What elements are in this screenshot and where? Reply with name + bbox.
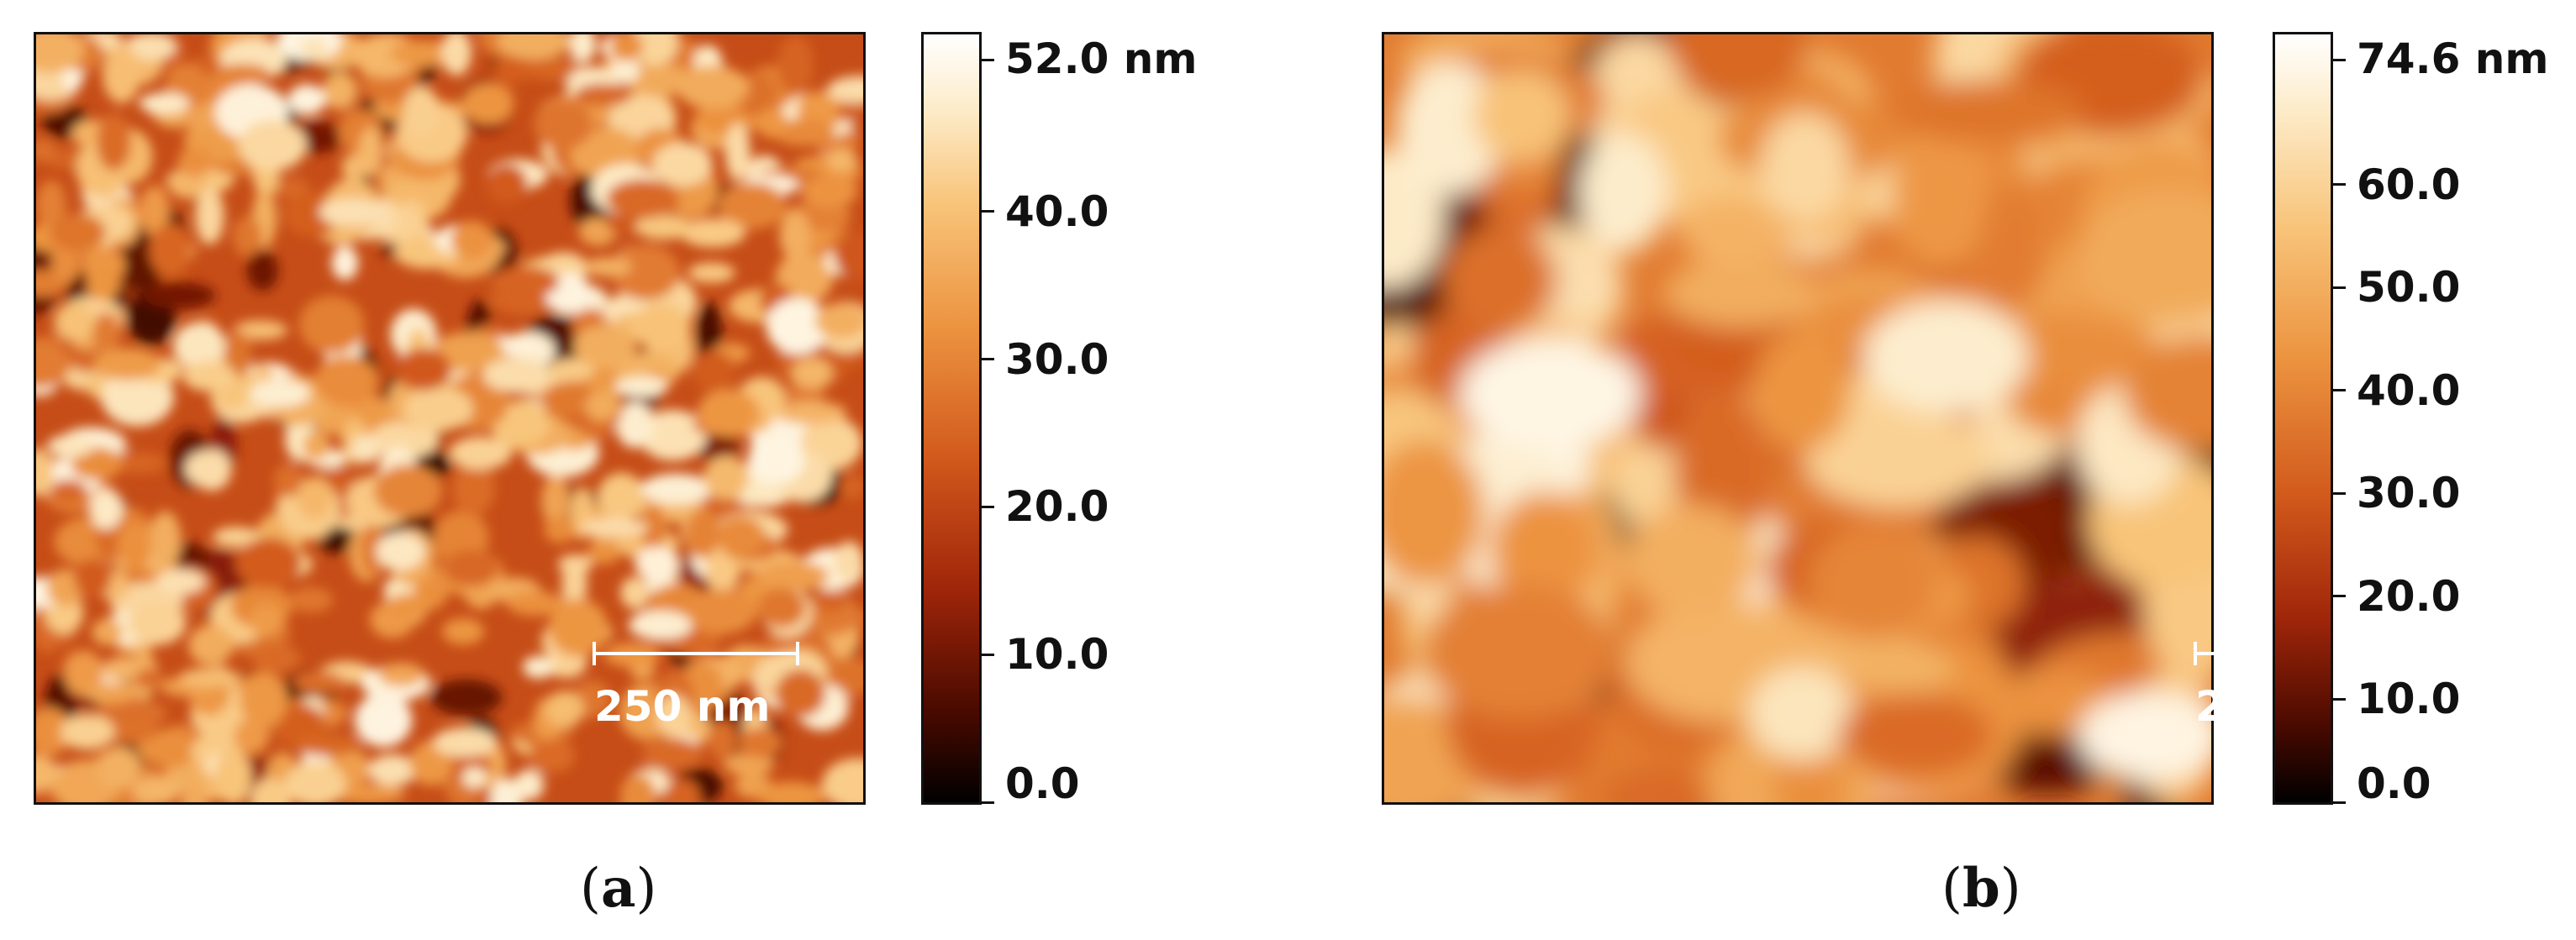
colorbar-tick-label: 30.0 [2357,469,2461,518]
colorbar-max-label: 52.0 nm [1005,34,1198,84]
colorbar-tick [979,358,994,361]
colorbar-tick [2331,491,2346,495]
colorbar-tick-label: 40.0 [2357,365,2461,415]
colorbar-tick [979,653,994,656]
caption-letter-a: a [600,857,636,920]
colorbar-tick [979,801,994,804]
caption-b: (b) [1941,857,2021,920]
colorbar-tick [2331,801,2346,804]
panel-b: 250 nm [1288,0,2575,940]
colorbar-tick [2331,389,2346,392]
colorbar-tick-label: 30.0 [1005,334,1109,384]
colorbar-a [921,32,982,805]
colorbar-tick-label: 60.0 [2357,160,2461,209]
caption-letter-b: b [1962,857,2000,920]
colorbar-tick [2331,595,2346,598]
colorbar-tick-label: 20.0 [1005,482,1109,532]
colorbar-tick [979,505,994,508]
colorbar-tick-label: 20.0 [2357,571,2461,621]
colorbar-b [2273,32,2333,805]
afm-topography-b [1384,34,2211,802]
colorbar-tick [2331,286,2346,289]
colorbar-tick-label: 10.0 [2357,675,2461,724]
colorbar-tick-label: 40.0 [1005,186,1109,236]
afm-image-b [1382,32,2214,805]
colorbar-tick [2331,183,2346,186]
caption-a: (a) [580,857,657,920]
scale-bar-a [593,642,799,675]
colorbar-tick [979,210,994,213]
colorbar-max-label: 74.6 nm [2357,34,2549,84]
colorbar-tick [979,59,994,62]
colorbar-tick-label: 0.0 [1005,759,1080,808]
scale-bar-label-a: 250 nm [594,682,771,731]
afm-topography-a [36,34,863,802]
panel-a: 250 nm 52.0 nm 40.0 30.0 20.0 10.0 0.0 (a) [34,32,1198,920]
colorbar-tick-label: 50.0 [2357,263,2461,312]
afm-image-a [34,32,866,805]
colorbar-tick-label: 0.0 [2357,759,2431,808]
colorbar-tick [2331,59,2346,62]
colorbar-tick [2331,697,2346,701]
colorbar-tick-label: 10.0 [1005,630,1109,680]
